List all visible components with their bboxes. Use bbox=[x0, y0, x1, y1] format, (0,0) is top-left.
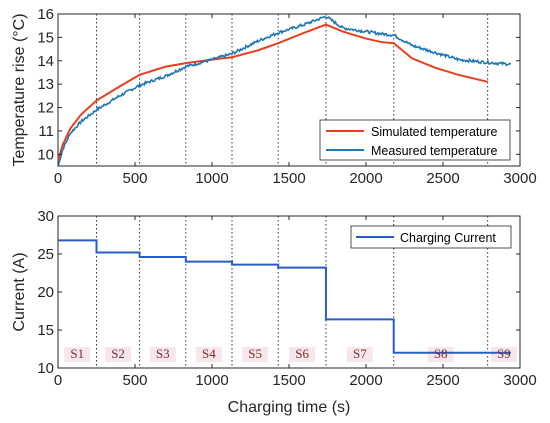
bottom-x-tick-label: 2500 bbox=[426, 372, 459, 389]
stage-label-s5: S5 bbox=[248, 346, 262, 361]
stage-label-s8: S8 bbox=[434, 346, 448, 361]
stage-label-s6: S6 bbox=[295, 346, 309, 361]
stage-label-bg-s6 bbox=[289, 347, 316, 362]
bottom-x-tick-label: 1000 bbox=[195, 372, 228, 389]
temperature-panel: 0 500 1000 1500 2000 2500 3000 10 11 12 13 14 15 16 T… bbox=[11, 6, 537, 187]
top-x-tick-label: 2500 bbox=[426, 170, 459, 187]
top-x-tick-label: 3000 bbox=[503, 170, 536, 187]
temperature-ticks: 0 500 1000 1500 2000 2500 3000 10 11 12 13 14 15 16 bbox=[37, 6, 536, 187]
stage-label-s1: S1 bbox=[70, 346, 84, 361]
top-y-tick-label: 14 bbox=[37, 53, 54, 70]
current-series bbox=[58, 239, 511, 354]
current-legend-box bbox=[350, 225, 512, 249]
stage-labels: S1 S2 S3 S4 S5 S6 S7 S8 S9 bbox=[70, 346, 510, 361]
bottom-x-tick-label: 500 bbox=[122, 372, 147, 389]
stage-label-s4: S4 bbox=[202, 346, 216, 361]
bottom-y-tick-label: 30 bbox=[37, 208, 54, 225]
top-x-tick-label: 0 bbox=[54, 170, 62, 187]
temperature-y-axis-label: Temperature rise (°C) bbox=[11, 13, 28, 166]
top-y-tick-label: 15 bbox=[37, 29, 54, 46]
bottom-x-tick-label: 3000 bbox=[503, 372, 536, 389]
bottom-y-tick-label: 10 bbox=[37, 360, 54, 377]
top-x-tick-label: 2000 bbox=[349, 170, 382, 187]
stage-label-s9: S9 bbox=[497, 346, 511, 361]
legend-current-label: Charging Current bbox=[400, 231, 496, 245]
top-x-tick-label: 1000 bbox=[195, 170, 228, 187]
x-axis-label: Charging time (s) bbox=[228, 399, 351, 416]
simulated-temperature-line bbox=[57, 23, 488, 162]
temperature-legend: Simulated temperature Measured temperatu… bbox=[319, 119, 511, 161]
legend-measured-label: Measured temperature bbox=[371, 144, 498, 158]
stage-label-bg-s3 bbox=[149, 347, 176, 362]
stage-label-s7: S7 bbox=[353, 346, 367, 361]
legend-simulated-label: Simulated temperature bbox=[371, 125, 498, 139]
stage-label-bg-s7 bbox=[346, 347, 373, 362]
stage-label-bg-s4 bbox=[195, 347, 222, 362]
top-y-tick-label: 12 bbox=[37, 100, 54, 117]
charging-current-line bbox=[58, 239, 511, 354]
bottom-y-tick-label: 25 bbox=[37, 246, 54, 263]
stage-label-bg-s8 bbox=[427, 347, 454, 362]
bottom-y-tick-label: 20 bbox=[37, 284, 54, 301]
top-y-tick-label: 10 bbox=[37, 146, 54, 163]
temperature-legend-box bbox=[319, 119, 511, 161]
current-y-axis-label: Current (A) bbox=[11, 252, 28, 331]
bottom-x-tick-label: 2000 bbox=[349, 372, 382, 389]
top-y-tick-label: 11 bbox=[38, 123, 54, 140]
current-panel: S1 S2 S3 S4 S5 S6 S7 S8 S9 0 500 1000 1500 2000 2500 3… bbox=[11, 208, 537, 416]
bottom-y-tick-label: 15 bbox=[37, 322, 54, 339]
stage-label-bg-s9 bbox=[490, 347, 517, 362]
measured-temperature-line bbox=[57, 15, 512, 167]
stage-label-s2: S2 bbox=[111, 346, 125, 361]
bottom-x-tick-label: 0 bbox=[54, 372, 62, 389]
top-y-tick-label: 13 bbox=[37, 76, 54, 93]
temperature-series bbox=[57, 15, 512, 167]
stage-label-s3: S3 bbox=[156, 346, 170, 361]
current-legend: Charging Current bbox=[350, 225, 512, 249]
temperature-stage-lines bbox=[96, 14, 489, 166]
current-ticks: 0 500 1000 1500 2000 2500 3000 10 15 20 25 30 bbox=[37, 208, 536, 389]
top-y-tick-label: 16 bbox=[37, 6, 54, 23]
stage-label-bg-s1 bbox=[64, 347, 91, 362]
stage-label-backgrounds bbox=[64, 347, 517, 362]
top-x-tick-label: 500 bbox=[122, 170, 147, 187]
stage-label-bg-s2 bbox=[105, 347, 132, 362]
stage-label-bg-s5 bbox=[242, 347, 269, 362]
top-x-tick-label: 1500 bbox=[272, 170, 305, 187]
bottom-x-tick-label: 1500 bbox=[272, 372, 305, 389]
